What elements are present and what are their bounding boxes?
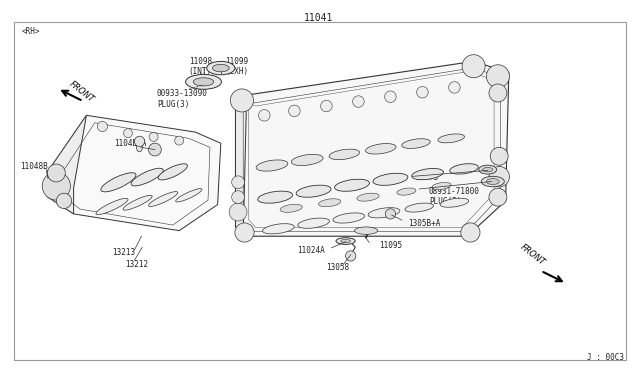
Ellipse shape [207,61,235,75]
Circle shape [134,136,145,147]
Ellipse shape [131,168,163,186]
Ellipse shape [96,198,128,215]
Ellipse shape [258,191,292,203]
Text: PLUG(3): PLUG(3) [157,100,189,109]
Ellipse shape [280,204,302,212]
Text: PLUG(3): PLUG(3) [429,198,461,206]
Ellipse shape [402,139,430,148]
Ellipse shape [158,164,188,180]
Circle shape [417,87,428,98]
Text: FRONT: FRONT [68,79,96,104]
Polygon shape [236,97,246,236]
Circle shape [124,129,132,138]
Circle shape [229,203,247,221]
Ellipse shape [479,165,497,174]
Text: 1305B+A: 1305B+A [408,219,441,228]
Ellipse shape [148,192,178,206]
Circle shape [385,209,396,219]
Ellipse shape [440,198,468,207]
Circle shape [321,100,332,112]
Ellipse shape [341,240,351,243]
Ellipse shape [291,154,323,166]
Ellipse shape [136,141,143,152]
Text: 11099: 11099 [225,57,248,66]
Circle shape [489,166,509,187]
Circle shape [97,121,108,132]
Ellipse shape [397,188,416,195]
Ellipse shape [438,134,465,143]
Circle shape [42,172,70,200]
Text: 00933-13090: 00933-13090 [157,89,207,98]
Ellipse shape [483,167,493,172]
Ellipse shape [123,195,152,210]
Ellipse shape [333,213,365,223]
Ellipse shape [486,179,499,185]
Circle shape [489,188,507,206]
Circle shape [486,65,509,88]
Ellipse shape [319,199,340,207]
Ellipse shape [373,173,408,185]
Text: J : 00C3: J : 00C3 [587,353,624,362]
Text: 11024A: 11024A [298,246,325,255]
Circle shape [232,176,244,189]
Ellipse shape [357,193,379,201]
Circle shape [230,89,253,112]
Ellipse shape [365,144,396,154]
Ellipse shape [335,179,369,191]
Circle shape [259,110,270,121]
Circle shape [346,251,356,261]
Circle shape [353,96,364,107]
Ellipse shape [432,182,451,190]
Ellipse shape [262,224,294,234]
Circle shape [47,164,65,182]
Text: FRONT: FRONT [518,242,547,267]
Text: 08931-71800: 08931-71800 [429,187,479,196]
Text: 13213: 13213 [112,248,135,257]
Circle shape [449,82,460,93]
Ellipse shape [186,74,221,89]
Text: 13212: 13212 [125,260,148,269]
Ellipse shape [193,78,214,86]
Ellipse shape [212,64,229,72]
Ellipse shape [355,227,378,234]
Ellipse shape [412,169,444,180]
Circle shape [56,193,72,209]
Text: 1104B9A: 1104B9A [114,139,147,148]
Ellipse shape [368,208,400,218]
Text: 11095: 11095 [379,241,402,250]
Text: 11048B: 11048B [20,162,48,171]
Text: 11098: 11098 [189,57,212,66]
Ellipse shape [296,185,331,197]
Circle shape [175,136,184,145]
Circle shape [461,223,480,242]
Polygon shape [236,61,509,236]
Circle shape [148,143,161,156]
Circle shape [489,84,507,102]
Text: (INT): (INT) [189,67,212,76]
Ellipse shape [405,203,433,212]
Circle shape [490,147,508,165]
Polygon shape [48,115,86,214]
Text: (EXH): (EXH) [225,67,248,76]
Circle shape [149,132,158,141]
Polygon shape [48,115,221,231]
Circle shape [235,223,254,242]
Ellipse shape [298,218,330,228]
Ellipse shape [176,189,202,202]
Ellipse shape [450,164,478,174]
Text: 13058: 13058 [326,263,349,272]
Circle shape [289,105,300,116]
Ellipse shape [481,176,504,187]
Text: <RH>: <RH> [22,28,40,36]
Ellipse shape [256,160,288,171]
Text: 11041: 11041 [303,13,333,23]
Ellipse shape [101,173,136,192]
Circle shape [462,55,485,78]
Circle shape [385,91,396,102]
Circle shape [232,191,244,203]
Ellipse shape [329,149,360,160]
Ellipse shape [336,238,355,244]
Text: 13273: 13273 [415,173,438,182]
